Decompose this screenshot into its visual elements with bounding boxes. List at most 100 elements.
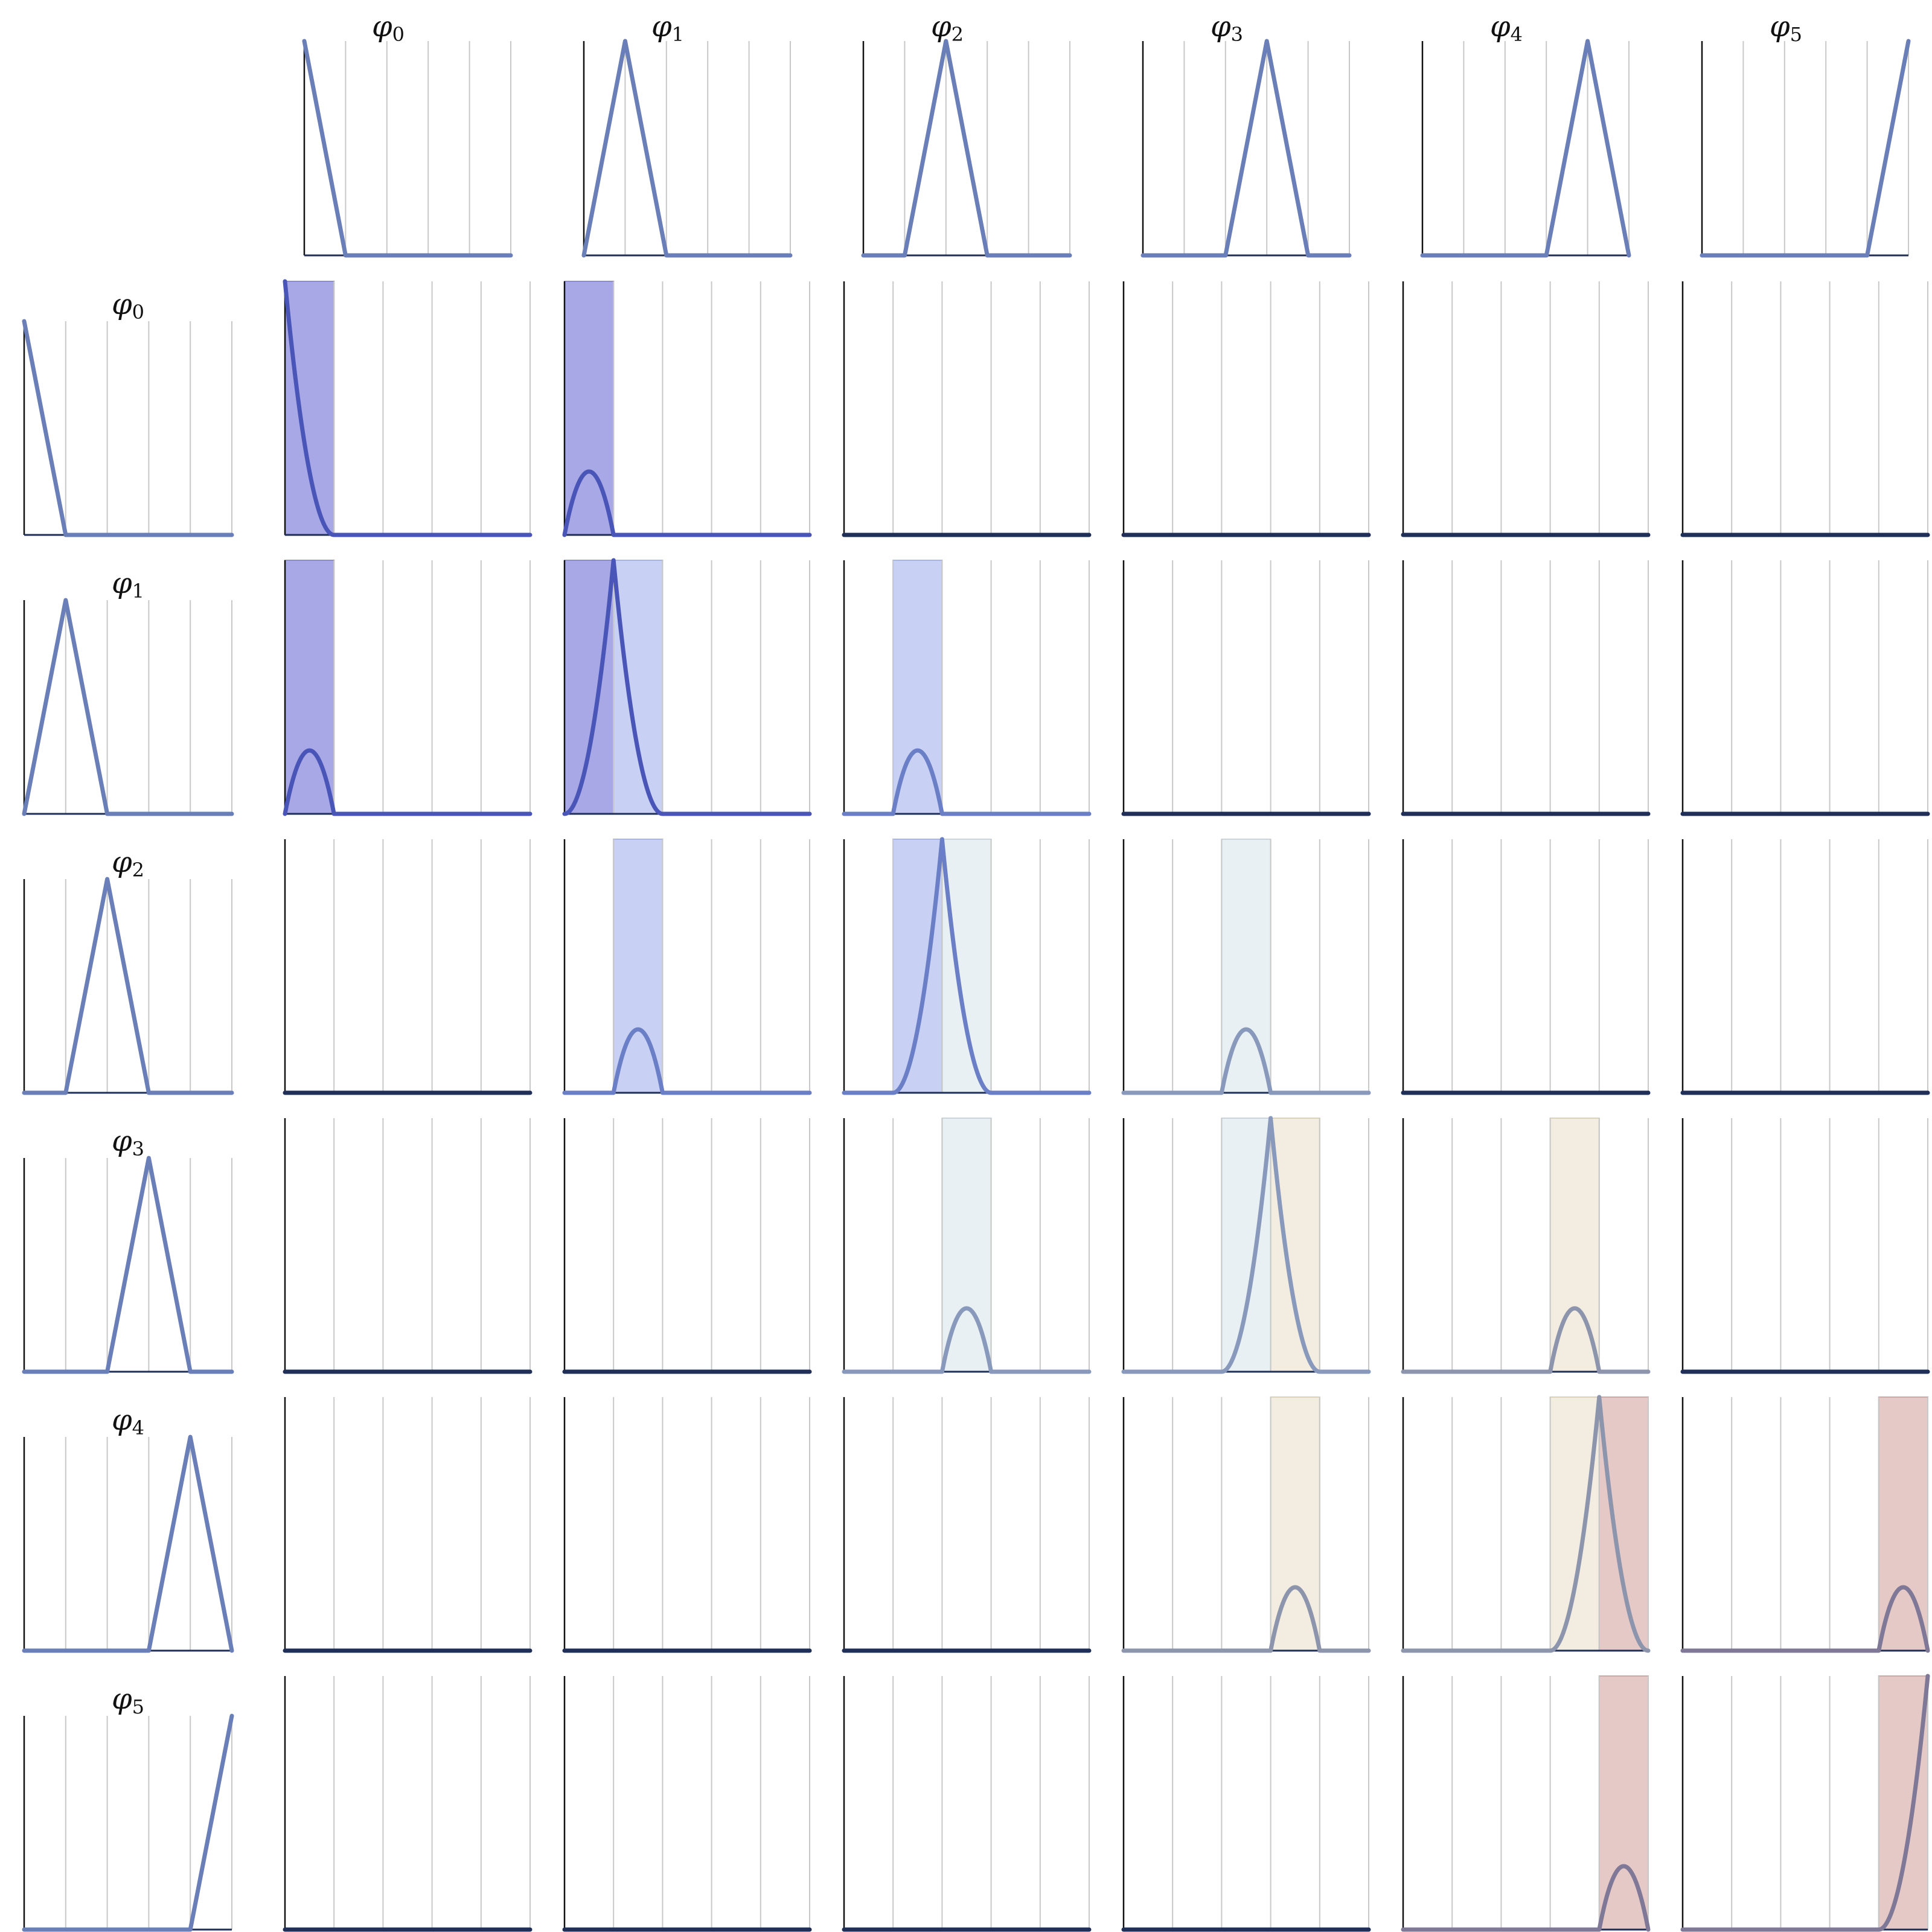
function-curve [842, 1306, 1092, 1374]
col-header-phi-3: φ3 [1211, 10, 1243, 46]
row-basis-plot-phi-0 [22, 319, 234, 537]
col-header-phi-4: φ4 [1490, 10, 1523, 46]
col-header-phi-1: φ1 [651, 10, 684, 46]
header-basis-plot-phi-5 [1700, 39, 1911, 258]
col-header-phi-2: φ2 [931, 10, 964, 46]
product-cell-0-1 [562, 281, 812, 537]
element-band [1549, 1396, 1600, 1651]
function-curve [1401, 1395, 1651, 1653]
product-cell-4-5 [1680, 1396, 1930, 1653]
element-band [1221, 1118, 1271, 1372]
product-cell-4-2 [842, 1397, 1092, 1653]
product-cell-4-3 [1121, 1396, 1371, 1653]
row-basis-plot-phi-4 [22, 1435, 234, 1653]
product-cell-2-0 [283, 839, 533, 1095]
element-band [1878, 1675, 1929, 1930]
product-cell-5-0 [283, 1676, 533, 1932]
function-curve [22, 1435, 234, 1653]
header-basis-plot-phi-1 [581, 39, 793, 258]
function-curve [1121, 1116, 1371, 1374]
element-band [564, 560, 615, 814]
product-cell-0-4 [1401, 281, 1651, 537]
function-curve [1700, 39, 1911, 258]
product-cell-1-5 [1680, 560, 1930, 816]
function-curve [283, 279, 533, 537]
header-basis-plot-phi-3 [1140, 39, 1352, 258]
row-basis-plot-phi-2 [22, 877, 234, 1095]
product-cell-5-1 [562, 1676, 812, 1932]
product-cell-4-0 [283, 1397, 533, 1653]
product-cell-2-4 [1401, 839, 1651, 1095]
product-cell-5-4 [1401, 1675, 1651, 1932]
element-band [284, 281, 335, 536]
product-cell-5-2 [842, 1676, 1092, 1932]
header-basis-plot-phi-0 [302, 39, 513, 258]
function-curve [842, 748, 1092, 816]
function-curve [562, 558, 812, 816]
column-header-labels: φ0 φ1 φ2 φ3 φ4 φ5 [372, 10, 1802, 46]
row-header-phi-5: φ5 [112, 1682, 144, 1718]
product-cell-0-2 [842, 281, 1092, 537]
element-band [941, 839, 992, 1093]
row-header-phi-1: φ1 [112, 566, 144, 603]
function-curve [861, 39, 1072, 258]
product-cell-0-3 [1121, 281, 1371, 537]
function-curve [1680, 1674, 1930, 1932]
product-cell-4-1 [562, 1397, 812, 1653]
function-curve [562, 469, 812, 537]
function-curve [1401, 1306, 1651, 1374]
function-curve [1401, 1864, 1651, 1932]
row-basis-plot-phi-1 [22, 598, 234, 816]
function-curve [22, 1713, 234, 1932]
function-curve [581, 39, 793, 258]
function-curve [1420, 39, 1631, 258]
function-curve [22, 319, 234, 537]
product-cell-2-2 [842, 837, 1092, 1095]
product-cell-5-3 [1121, 1676, 1371, 1932]
row-header-phi-3: φ3 [112, 1124, 144, 1160]
product-cell-1-0 [283, 560, 533, 816]
product-cell-2-1 [562, 839, 812, 1095]
element-band [1598, 1396, 1649, 1651]
function-curve [302, 39, 513, 258]
header-basis-plot-phi-4 [1420, 39, 1631, 258]
product-cell-3-5 [1680, 1118, 1930, 1374]
function-curve [22, 1156, 234, 1374]
product-cell-2-3 [1121, 839, 1371, 1095]
function-curve [842, 837, 1092, 1095]
row-header-phi-2: φ2 [112, 845, 144, 881]
col-header-phi-5: φ5 [1770, 10, 1802, 46]
function-curve [1680, 1585, 1930, 1653]
row-basis-plot-phi-3 [22, 1156, 234, 1374]
function-curve [1121, 1585, 1371, 1653]
product-cell-1-2 [842, 560, 1092, 816]
header-basis-plot-phi-2 [861, 39, 1072, 258]
row-basis-plot-phi-5 [22, 1713, 234, 1932]
product-cell-3-2 [842, 1118, 1092, 1374]
function-curve [1140, 39, 1352, 258]
function-curve [1121, 1027, 1371, 1095]
product-cell-0-5 [1680, 281, 1930, 537]
function-curve [562, 1027, 812, 1095]
product-cell-3-1 [562, 1118, 812, 1374]
product-cell-4-4 [1401, 1395, 1651, 1653]
row-header-phi-4: φ4 [112, 1403, 144, 1439]
function-curve [283, 748, 533, 816]
function-curve [22, 598, 234, 816]
product-cell-5-5 [1680, 1674, 1930, 1932]
element-band [613, 560, 664, 814]
product-cell-3-0 [283, 1118, 533, 1374]
product-cell-1-4 [1401, 560, 1651, 816]
row-header-labels: φ0 φ1 φ2 φ3 φ4 φ5 [112, 287, 144, 1718]
element-band [892, 839, 943, 1093]
plot-panels [22, 39, 1930, 1932]
col-header-phi-0: φ0 [372, 10, 405, 46]
element-band [1270, 1118, 1320, 1372]
product-cell-1-1 [562, 558, 812, 816]
function-curve [22, 877, 234, 1095]
product-cell-2-5 [1680, 839, 1930, 1095]
row-header-phi-0: φ0 [112, 287, 144, 324]
product-cell-1-3 [1121, 560, 1371, 816]
product-cell-3-4 [1401, 1118, 1651, 1374]
